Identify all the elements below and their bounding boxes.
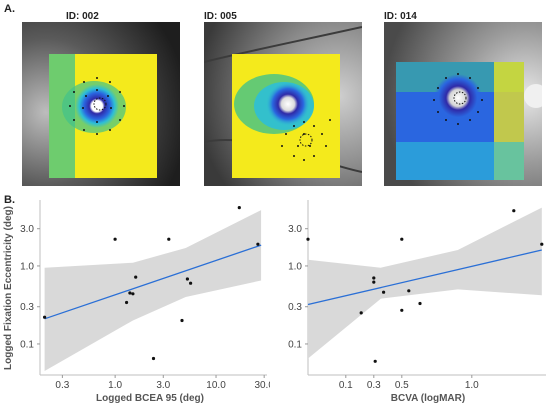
regression-line (44, 244, 262, 320)
chart-right-points (306, 209, 544, 363)
data-point (180, 318, 184, 323)
scatter-chart-bcea: 0.3 1.0 3.0 10.0 30.0 0.1 0.3 1.0 3.0 Logged BCE… (3, 200, 270, 404)
chart-right-fit-line (307, 249, 542, 306)
data-point (418, 301, 422, 306)
image-title-1: ID: 002 (66, 11, 99, 22)
data-point (372, 280, 376, 284)
y-tick-label: 0.1 (20, 339, 34, 350)
data-point (400, 237, 404, 241)
y-tick-label: 3.0 (20, 224, 34, 235)
data-point (512, 209, 516, 213)
data-point (185, 277, 189, 281)
data-point (151, 356, 156, 361)
x-tick-label: 0.3 (55, 380, 69, 391)
chart-left-fit-line (44, 244, 262, 320)
x-tick-label: 0.1 (339, 380, 353, 391)
data-point (189, 281, 193, 285)
scatter-chart-bcva: 0.1 0.3 0.5 1.0 0.1 0.3 1.0 3.0 BCVA (logMAR) (288, 200, 546, 404)
panel-a-label: A. (4, 3, 15, 15)
image-title-2: ID: 005 (204, 11, 237, 22)
regression-line (307, 249, 542, 306)
data-point (382, 290, 386, 294)
x-tick-label: 0.5 (395, 380, 409, 391)
retina-image-005 (204, 22, 362, 186)
data-point (43, 315, 47, 319)
data-point (134, 275, 138, 279)
retina-image-014 (384, 22, 542, 186)
y-tick-label: 1.0 (20, 261, 34, 272)
ci-band-area (308, 207, 542, 359)
x-tick-label: 0.3 (367, 380, 381, 391)
panel-b-label: B. (4, 194, 15, 206)
data-point (400, 308, 404, 312)
x-tick-label: 3.0 (156, 380, 170, 391)
chart-left-ticks: 0.3 1.0 3.0 10.0 30.0 0.1 0.3 1.0 3.0 (20, 224, 270, 391)
x-tick-label: 30.0 (254, 380, 270, 391)
chart-right-ci-band (308, 207, 542, 359)
x-tick-label: 10.0 (206, 380, 226, 391)
y-tick-label: 1.0 (288, 261, 302, 272)
data-point (306, 237, 310, 241)
image-title-3: ID: 014 (384, 11, 417, 22)
data-point (167, 237, 171, 241)
chart-right-x-label: BCVA (logMAR) (391, 393, 465, 404)
data-point (131, 292, 135, 296)
ci-band-area (44, 210, 262, 371)
chart-left-points (43, 206, 260, 361)
data-point (128, 291, 132, 295)
x-tick-label: 1.0 (108, 380, 122, 391)
data-point (407, 289, 411, 293)
chart-right-ticks: 0.1 0.3 0.5 1.0 0.1 0.3 1.0 3.0 (288, 224, 479, 391)
chart-left-y-label: Logged Fixation Eccentricity (deg) (3, 206, 14, 370)
data-point (125, 300, 129, 305)
data-point (113, 237, 117, 241)
x-tick-label: 1.0 (465, 380, 479, 391)
data-point (372, 276, 376, 280)
y-tick-label: 0.3 (288, 302, 302, 313)
data-point (540, 242, 544, 246)
chart-left-x-label: Logged BCEA 95 (deg) (96, 393, 204, 404)
data-point (237, 206, 241, 210)
data-point (359, 311, 363, 315)
data-point (256, 242, 260, 246)
chart-left-ci-band (44, 210, 262, 371)
retina-image-002 (22, 22, 180, 186)
y-tick-label: 0.1 (288, 339, 302, 350)
y-tick-label: 0.3 (20, 302, 34, 313)
y-tick-label: 3.0 (288, 224, 302, 235)
data-point (373, 359, 377, 363)
